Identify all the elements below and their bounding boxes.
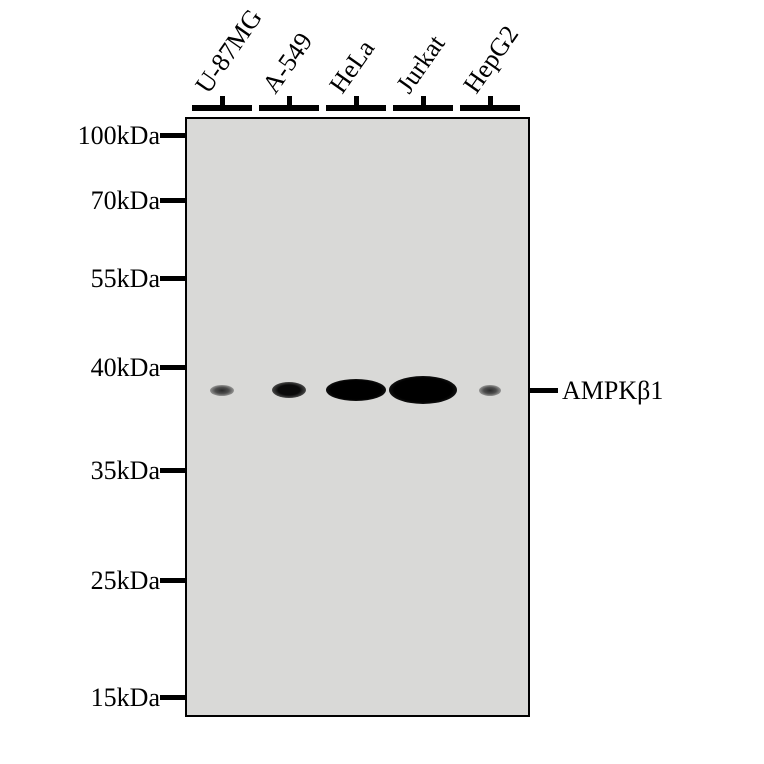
mw-label: 40kDa xyxy=(91,353,160,383)
lane-label: A-549 xyxy=(256,27,319,99)
mw-tick xyxy=(160,468,185,473)
lane-bar xyxy=(192,105,252,111)
band-label: AMPKβ1 xyxy=(562,376,663,406)
mw-tick xyxy=(160,578,185,583)
mw-tick xyxy=(160,276,185,281)
mw-tick xyxy=(160,198,185,203)
lane-tick xyxy=(287,96,292,105)
mw-label: 25kDa xyxy=(91,566,160,596)
band-label-tick xyxy=(530,388,558,393)
western-blot-figure: 100kDa 70kDa 55kDa 40kDa 35kDa 25kDa 15kDa U-8… xyxy=(0,0,764,764)
mw-label: 15kDa xyxy=(91,683,160,713)
lane-tick xyxy=(354,96,359,105)
mw-tick xyxy=(160,365,185,370)
mw-tick xyxy=(160,133,185,138)
blot-band xyxy=(479,385,501,396)
blot-band xyxy=(210,385,234,396)
blot-band xyxy=(326,379,386,401)
lane-label: Jurkat xyxy=(390,30,451,99)
lane-bar xyxy=(326,105,386,111)
lane-label: U-87MG xyxy=(189,4,268,99)
lane-label: HepG2 xyxy=(457,20,525,99)
mw-label: 100kDa xyxy=(78,121,160,151)
lane-tick xyxy=(421,96,426,105)
mw-label: 70kDa xyxy=(91,186,160,216)
lane-label: HeLa xyxy=(323,34,381,99)
lane-bar xyxy=(259,105,319,111)
blot-band xyxy=(272,382,306,398)
lane-tick xyxy=(220,96,225,105)
lane-tick xyxy=(488,96,493,105)
mw-label: 35kDa xyxy=(91,456,160,486)
lane-bar xyxy=(393,105,453,111)
lane-bar xyxy=(460,105,520,111)
blot-band xyxy=(389,376,457,404)
blot-membrane xyxy=(185,117,530,717)
mw-tick xyxy=(160,695,185,700)
mw-label: 55kDa xyxy=(91,264,160,294)
